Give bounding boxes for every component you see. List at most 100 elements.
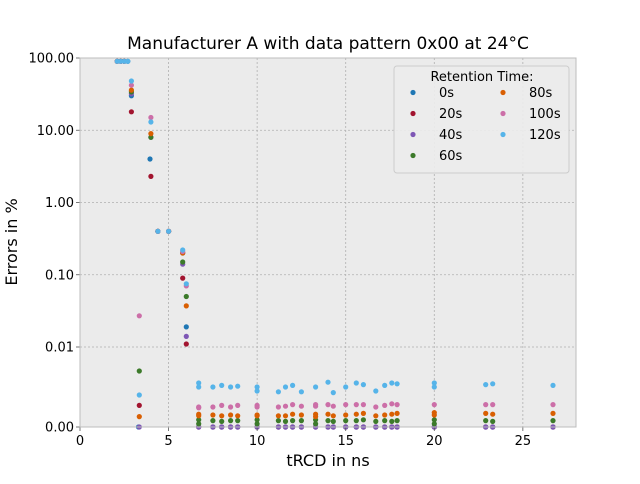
data-point <box>483 410 489 416</box>
data-point <box>210 418 216 424</box>
data-point <box>343 418 349 424</box>
data-point <box>325 411 331 417</box>
legend-marker <box>500 131 506 138</box>
data-point <box>389 401 395 407</box>
data-point <box>148 131 154 137</box>
data-point <box>166 228 172 234</box>
data-point <box>282 418 289 424</box>
data-point <box>228 404 234 410</box>
legend-marker <box>500 110 506 117</box>
data-point <box>275 404 281 410</box>
data-point <box>298 412 304 418</box>
data-point <box>313 384 319 390</box>
data-point <box>431 402 437 408</box>
data-point <box>490 381 496 387</box>
data-point <box>483 382 489 388</box>
data-point <box>343 412 349 418</box>
legend-label: 20s <box>439 107 463 122</box>
data-point <box>394 402 400 408</box>
y-tick-label: 0.10 <box>45 268 74 283</box>
data-point <box>210 384 216 390</box>
data-point <box>254 421 260 427</box>
data-point <box>148 134 154 140</box>
legend-label: 40s <box>439 128 463 143</box>
data-point <box>125 58 131 64</box>
series-120s <box>114 58 556 398</box>
y-tick-label: 100.00 <box>29 52 75 67</box>
data-point <box>353 402 359 408</box>
data-point <box>235 413 241 419</box>
y-tick-label: 10.00 <box>37 124 74 139</box>
data-point <box>483 402 489 408</box>
y-axis-label: Errors in % <box>2 198 21 285</box>
y-tick-label: 0.00 <box>45 421 74 436</box>
data-point <box>155 228 161 234</box>
data-point <box>210 412 216 418</box>
data-point <box>298 389 304 395</box>
data-point <box>148 114 154 121</box>
data-point <box>431 412 437 418</box>
data-point <box>148 119 154 125</box>
data-point <box>136 313 142 319</box>
data-point <box>550 382 556 388</box>
data-point <box>389 418 395 424</box>
data-point <box>353 418 359 424</box>
legend: Retention Time: 0s 20s 40s 60s 80s 100s 120s <box>393 65 570 174</box>
data-point <box>180 247 186 253</box>
x-tick-label: 25 <box>515 434 532 449</box>
data-point <box>128 87 134 93</box>
legend-marker <box>410 131 416 138</box>
legend-items: 0s 20s 40s 60s 80s 100s 120s <box>410 86 561 164</box>
data-point <box>254 417 260 423</box>
data-point <box>360 382 366 388</box>
data-point <box>431 380 437 386</box>
data-point <box>183 303 189 309</box>
data-point <box>431 417 437 423</box>
data-point <box>254 413 260 419</box>
data-point <box>373 388 379 394</box>
data-point <box>136 402 142 408</box>
data-point <box>254 388 260 394</box>
data-point <box>282 403 289 409</box>
data-point <box>118 58 124 64</box>
data-point <box>431 421 437 427</box>
data-point <box>183 281 189 287</box>
data-point <box>325 418 331 424</box>
data-point <box>183 324 189 330</box>
data-point <box>382 402 388 408</box>
legend-box <box>393 65 570 174</box>
chart-title: Manufacturer A with data pattern 0x00 at… <box>127 34 529 54</box>
data-point <box>373 418 379 424</box>
data-point <box>228 412 234 418</box>
data-point <box>382 412 388 418</box>
plot-frame <box>79 57 577 428</box>
data-point <box>254 384 260 390</box>
data-point <box>490 418 496 424</box>
legend-marker <box>410 152 416 159</box>
data-point <box>330 403 336 409</box>
data-point <box>180 275 186 281</box>
data-point <box>183 333 189 339</box>
data-point <box>196 384 202 390</box>
data-point <box>275 418 281 424</box>
data-point <box>136 414 142 420</box>
data-point <box>219 382 225 388</box>
data-point <box>330 418 336 424</box>
legend-marker <box>410 89 416 96</box>
data-point <box>128 82 134 88</box>
data-point <box>313 414 319 420</box>
data-point <box>325 402 331 408</box>
data-point <box>373 413 379 419</box>
data-point <box>219 402 225 408</box>
legend-label: 80s <box>529 86 553 101</box>
data-point <box>136 368 142 374</box>
legend-label: 60s <box>439 149 463 164</box>
data-point <box>254 404 260 410</box>
data-point <box>180 259 186 265</box>
data-point <box>550 410 556 416</box>
data-point <box>147 156 153 162</box>
legend-label: 100s <box>529 107 561 122</box>
data-point <box>550 402 556 408</box>
x-tick-label: 20 <box>426 434 443 449</box>
